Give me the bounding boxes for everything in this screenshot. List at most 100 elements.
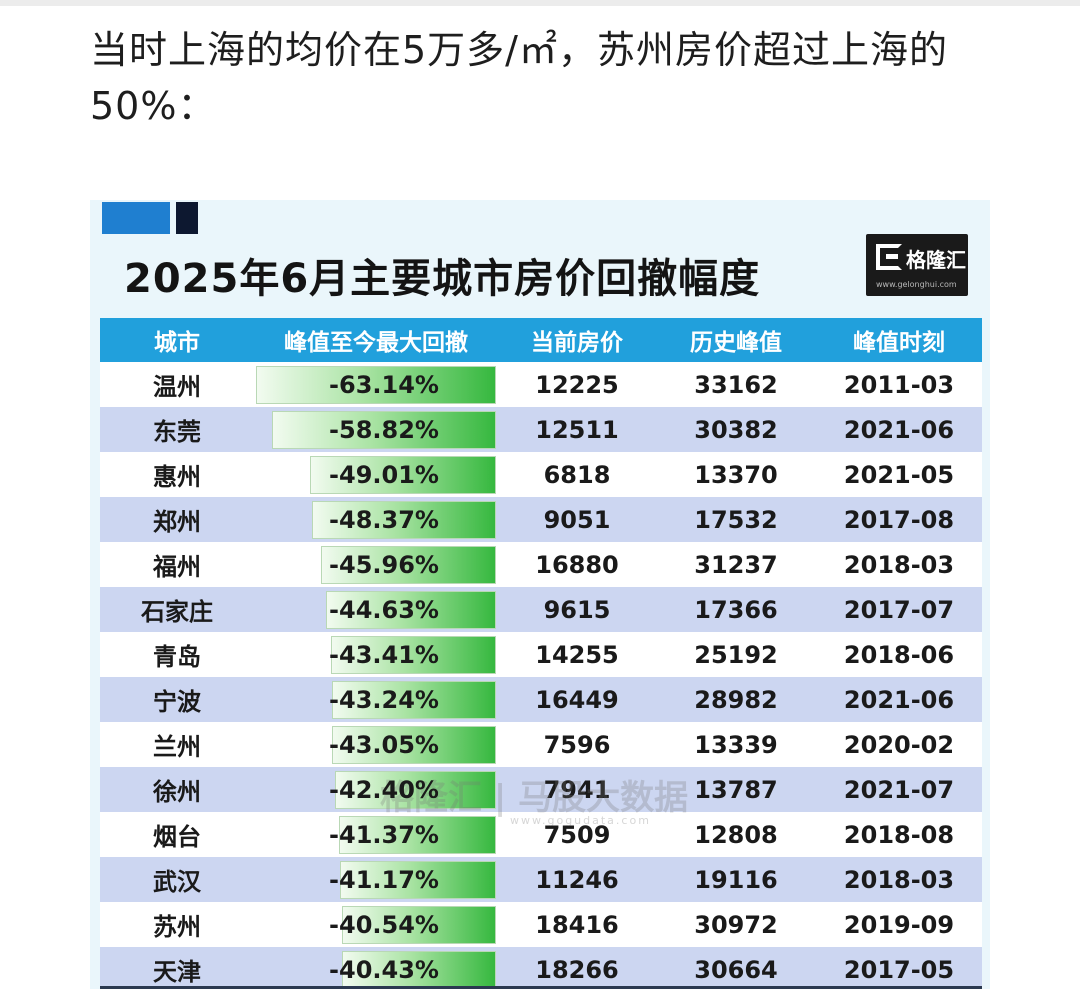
current-price-cell: 9615	[543, 595, 611, 624]
city-cell: 惠州	[153, 463, 201, 491]
drawdown-bar	[312, 501, 496, 539]
peak-time-cell: 2021-05	[843, 460, 955, 489]
current-price-cell: 6818	[543, 460, 611, 489]
drawdown-bar	[310, 456, 496, 494]
brand-logo: 格隆汇 www.gelonghui.com	[866, 234, 968, 296]
peak-time-cell: 2019-09	[843, 910, 955, 939]
drawdown-label: -41.17%	[329, 865, 439, 894]
drawdown-cell: -41.37%	[254, 812, 498, 857]
city-cell: 温州	[153, 373, 201, 401]
drawdown-cell: -43.24%	[254, 677, 498, 722]
drawdown-bar	[256, 366, 496, 404]
current-price-cell: 14255	[535, 640, 619, 669]
peak-price-cell: 30382	[694, 415, 778, 444]
current-price-cell: 16449	[535, 685, 619, 714]
drawdown-bar	[331, 636, 496, 674]
drawdown-bar	[340, 861, 496, 899]
city-cell: 烟台	[153, 823, 201, 851]
table-header-row: 城市 峰值至今最大回撤 当前房价 历史峰值 峰值时刻	[100, 318, 982, 362]
peak-time-cell: 2017-07	[843, 595, 955, 624]
peak-time-cell: 2021-07	[843, 775, 955, 804]
drawdown-label: -63.14%	[329, 370, 439, 399]
peak-time-cell: 2011-03	[843, 370, 955, 399]
city-cell: 兰州	[153, 733, 201, 761]
drawdown-bar	[339, 816, 496, 854]
drawdown-cell: -40.43%	[254, 947, 498, 989]
peak-time-cell: 2020-02	[843, 730, 955, 759]
peak-price-cell: 17532	[694, 505, 778, 534]
table-row: 石家庄 -44.63% 9615 17366 2017-07	[100, 587, 982, 632]
drawdown-cell: -58.82%	[254, 407, 498, 452]
infographic-title: 2025年6月主要城市房价回撤幅度	[124, 256, 761, 302]
drawdown-label: -48.37%	[329, 505, 439, 534]
peak-time-cell: 2021-06	[843, 415, 955, 444]
drawdown-label: -43.05%	[329, 730, 439, 759]
table-row: 宁波 -43.24% 16449 28982 2021-06	[100, 677, 982, 722]
drawdown-cell: -44.63%	[254, 587, 498, 632]
infographic-image: 2025年6月主要城市房价回撤幅度 格隆汇 www.gelonghui.com …	[90, 200, 990, 989]
drawdown-bar	[332, 681, 496, 719]
peak-time-cell: 2017-08	[843, 505, 955, 534]
drawdown-label: -42.40%	[329, 775, 439, 804]
drawdown-cell: -48.37%	[254, 497, 498, 542]
drawdown-bar	[335, 771, 496, 809]
drawdown-cell: -41.17%	[254, 857, 498, 902]
drawdown-cell: -40.54%	[254, 902, 498, 947]
watermark-url: www.gogudata.com	[510, 814, 651, 827]
drawdown-label: -43.41%	[329, 640, 439, 669]
drawdown-cell: -42.40%	[254, 767, 498, 812]
table-row: 温州 -63.14% 12225 33162 2011-03	[100, 362, 982, 407]
drawdown-bar	[342, 906, 496, 944]
drawdown-cell: -43.05%	[254, 722, 498, 767]
current-price-cell: 9051	[543, 505, 611, 534]
drawdown-bar	[332, 726, 496, 764]
peak-price-cell: 13339	[694, 730, 778, 759]
table-row: 苏州 -40.54% 18416 30972 2019-09	[100, 902, 982, 947]
city-cell: 徐州	[153, 778, 201, 806]
decor-navy-block	[176, 202, 198, 234]
drawdown-table: 城市 峰值至今最大回撤 当前房价 历史峰值 峰值时刻 温州 -63.14% 1222…	[100, 318, 982, 989]
drawdown-cell: -45.96%	[254, 542, 498, 587]
city-cell: 东莞	[153, 418, 201, 446]
top-divider	[0, 0, 1080, 6]
table-row: 兰州 -43.05% 7596 13339 2020-02	[100, 722, 982, 767]
current-price-cell: 12511	[535, 415, 619, 444]
peak-time-cell: 2021-06	[843, 685, 955, 714]
intro-paragraph: 当时上海的均价在5万多/㎡，苏州房价超过上海的50%：	[90, 28, 948, 128]
peak-time-cell: 2018-03	[843, 865, 955, 894]
peak-time-cell: 2017-05	[843, 955, 955, 984]
decor-blue-block	[102, 202, 170, 234]
table-row: 惠州 -49.01% 6818 13370 2021-05	[100, 452, 982, 497]
city-cell: 郑州	[153, 508, 201, 536]
city-cell: 石家庄	[141, 598, 213, 626]
drawdown-bar	[272, 411, 496, 449]
current-price-cell: 7596	[543, 730, 611, 759]
current-price-cell: 7509	[543, 820, 611, 849]
drawdown-bar	[326, 591, 496, 629]
table-row: 徐州 -42.40% 7941 13787 2021-07	[100, 767, 982, 812]
table-row: 青岛 -43.41% 14255 25192 2018-06	[100, 632, 982, 677]
peak-price-cell: 13370	[694, 460, 778, 489]
current-price-cell: 12225	[535, 370, 619, 399]
peak-price-cell: 17366	[694, 595, 778, 624]
drawdown-label: -40.43%	[329, 955, 439, 984]
column-header-drawdown: 峰值至今最大回撤	[284, 330, 468, 356]
brand-url: www.gelonghui.com	[876, 280, 957, 289]
peak-price-cell: 12808	[694, 820, 778, 849]
drawdown-bar	[321, 546, 496, 584]
peak-time-cell: 2018-06	[843, 640, 955, 669]
table-row: 武汉 -41.17% 11246 19116 2018-03	[100, 857, 982, 902]
drawdown-label: -49.01%	[329, 460, 439, 489]
city-cell: 青岛	[153, 643, 201, 671]
column-header-city: 城市	[154, 330, 200, 356]
current-price-cell: 16880	[535, 550, 619, 579]
drawdown-cell: -49.01%	[254, 452, 498, 497]
drawdown-label: -45.96%	[329, 550, 439, 579]
peak-price-cell: 13787	[694, 775, 778, 804]
table-row: 郑州 -48.37% 9051 17532 2017-08	[100, 497, 982, 542]
table-body: 温州 -63.14% 12225 33162 2011-03 东莞 -58.82% 12511…	[100, 362, 982, 989]
city-cell: 福州	[153, 553, 201, 581]
column-header-peak-time: 峰值时刻	[853, 330, 945, 356]
drawdown-label: -40.54%	[329, 910, 439, 939]
drawdown-label: -43.24%	[329, 685, 439, 714]
